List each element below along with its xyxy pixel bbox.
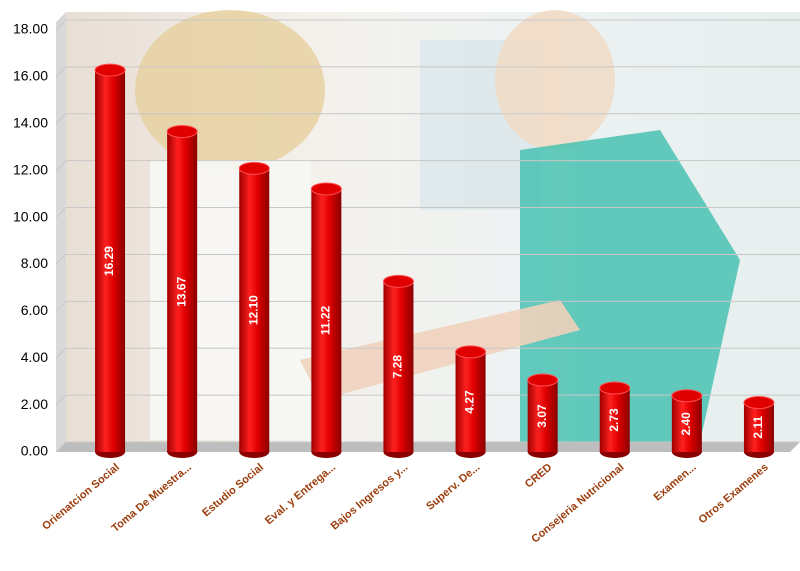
y-tick-label: 0.00 [21,443,48,459]
value-label: 13.67 [174,276,188,306]
side-wall [56,12,66,452]
bar-top [600,382,630,394]
value-label: 2.73 [607,408,621,432]
y-tick-label: 2.00 [21,396,48,412]
y-tick-label: 14.00 [13,114,48,130]
x-tick-label: CRED [523,461,555,490]
x-tick-label: Eval. y Entrega... [263,461,338,527]
y-tick-label: 16.00 [13,68,48,84]
value-label: 11.22 [319,305,333,335]
y-tick-label: 12.00 [13,161,48,177]
bar-top [311,183,341,195]
value-label: 16.29 [102,246,116,276]
x-tick-label: Otros Examenes [697,461,771,526]
x-tick-label: Orienatcion Social [40,461,122,532]
x-tick-label: Estudio Social [200,461,266,519]
x-tick-label: Superv. De... [424,461,482,513]
bar-top [167,126,197,138]
x-tick-label: Bajos Ingresos y... [329,461,411,532]
y-tick-label: 8.00 [21,255,48,271]
bar-top [456,346,486,358]
value-label: 2.40 [679,412,693,436]
x-tick-label: Toma De Muestra... [110,461,194,535]
value-label: 7.28 [391,355,405,379]
chart: 0.00 2.00 4.00 6.00 8.00 10.00 12.00 14.00 16.00… [0,0,800,571]
bar-top [672,390,702,402]
bar-top [239,162,269,174]
bar-top [744,397,774,409]
y-tick-label: 18.00 [13,21,48,37]
value-label: 2.11 [751,416,765,439]
bar-top [95,64,125,76]
y-tick-label: 10.00 [13,208,48,224]
bar-top [528,374,558,386]
x-tick-label: Examen... [652,461,699,503]
value-label: 12.10 [246,295,260,325]
bar-top [383,275,413,287]
y-tick-label: 6.00 [21,302,48,318]
y-tick-label: 4.00 [21,349,48,365]
value-label: 3.07 [535,404,549,428]
value-label: 4.27 [463,390,477,414]
